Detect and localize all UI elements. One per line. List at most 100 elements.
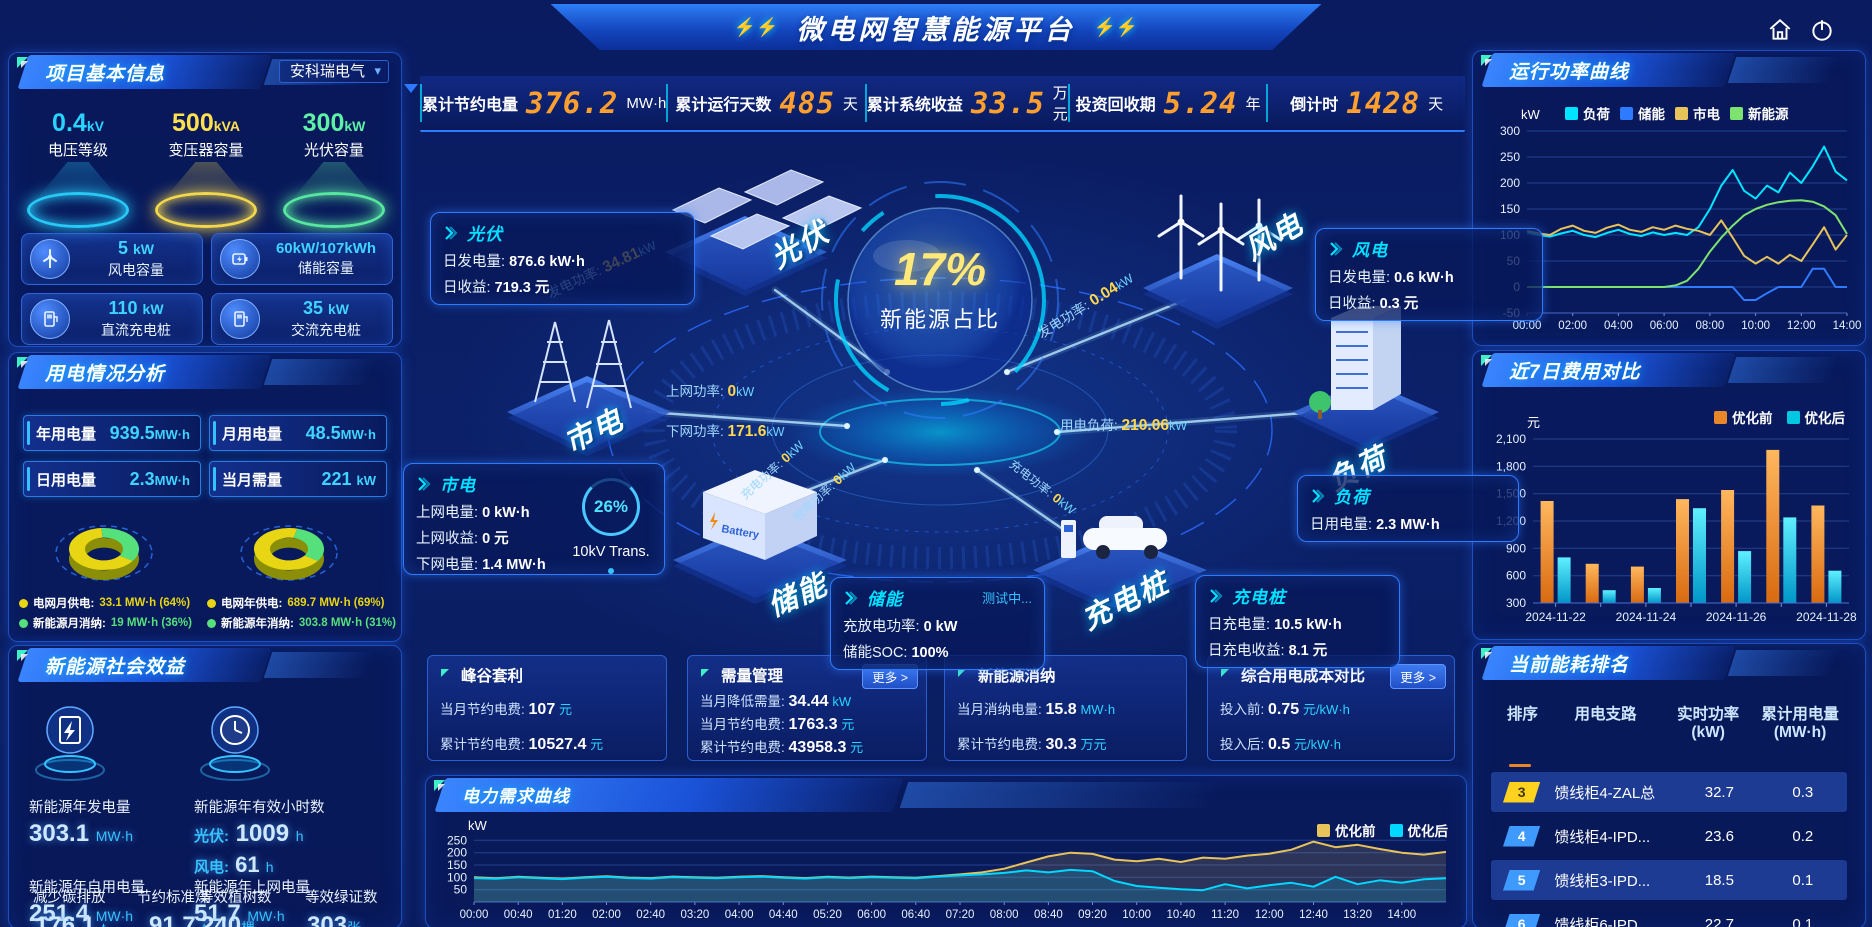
- self-use-value: 251.4 MW·h: [29, 900, 134, 927]
- more-button[interactable]: 更多 >: [1390, 664, 1446, 689]
- svg-text:07:20: 07:20: [946, 909, 975, 921]
- svg-text:02:00: 02:00: [592, 909, 621, 921]
- panel-corner-icon: [434, 780, 445, 791]
- demand-chart-legend: 优化前 优化后: [1317, 820, 1448, 840]
- pv-hours: 光伏: 1009 h: [194, 820, 304, 847]
- panel-cost-compare: 近7日费用对比 3006009001,2001,5001,8002,100202…: [1472, 350, 1866, 640]
- legend-year-grid: 电网年供电: 689.7 MW·h (69%): [207, 595, 384, 611]
- ranking-row[interactable]: 4 馈线柜4-IPD... 23.6 0.2: [1491, 816, 1847, 856]
- callout-wind: 风电 日发电量: 0.6 kW·h 日收益: 0.3 元: [1315, 228, 1543, 321]
- trees-label: 等效植树数: [199, 890, 272, 906]
- app-title-banner: ⚡⚡ 微电网智慧能源平台 ⚡⚡: [550, 4, 1322, 50]
- panel-corner-icon: [1481, 355, 1492, 366]
- flow-to-grid: 上网功率: 0kW: [666, 383, 755, 400]
- power-icon: [1812, 20, 1832, 41]
- card-dc-charger: 110 kW 直流充电桩: [21, 293, 203, 345]
- energy-flow-diagram: Battery: [507, 169, 1439, 614]
- panel-corner-icon: [441, 669, 449, 677]
- testing-tag: 测试中...: [982, 591, 1032, 606]
- legend-month-grid: 电网月供电: 33.1 MW·h (64%): [19, 595, 190, 611]
- power-curve-chart: -5005010015020025030000:0002:0004:0006:0…: [1500, 107, 1861, 332]
- card-peak-valley: 峰谷套利 当月节约电费: 107 元 累计节约电费: 10527.4 元: [427, 655, 667, 761]
- ranking-row[interactable]: 6 馈线柜6-IPD 22.7 0.1: [1491, 904, 1847, 927]
- load-node-icon: [1293, 306, 1439, 452]
- svg-text:10:00: 10:00: [1741, 320, 1770, 332]
- battery-icon: [220, 239, 260, 279]
- panel-corner-icon: [1481, 648, 1492, 659]
- coal-label: 节约标准煤: [137, 890, 210, 906]
- panel-power-analysis: 用电情况分析 年用电量 939.5MW·h 月用电量 48.5MW·h 日用电量 2.…: [8, 352, 402, 642]
- self-use-label: 新能源年自用电量: [29, 880, 145, 896]
- svg-text:13:20: 13:20: [1343, 909, 1372, 921]
- power-button[interactable]: [1806, 14, 1838, 46]
- panel-corner-icon: [1481, 55, 1492, 66]
- donut-month-chart: [55, 525, 153, 581]
- cost-chart-legend: 优化前 优化后: [1714, 407, 1845, 427]
- stat-saved-energy: 累计节约电量 376.2 MW·h: [420, 84, 666, 122]
- panel-title: 当前能耗排名: [1509, 655, 1630, 676]
- rank-badge: 4: [1503, 825, 1541, 847]
- legend-month-renewable: 新能源月消纳: 19 MW·h (36%): [19, 615, 192, 631]
- charger-icon: [220, 299, 260, 339]
- svg-text:01:20: 01:20: [548, 909, 577, 921]
- svg-text:2,100: 2,100: [1496, 432, 1526, 446]
- svg-text:14:00: 14:00: [1387, 909, 1416, 921]
- svg-text:900: 900: [1506, 541, 1526, 555]
- chevron-right-icon: [1330, 241, 1343, 256]
- cost-compare-chart: 3006009001,2001,5001,8002,1002024-11-222…: [1496, 415, 1857, 624]
- ranking-row[interactable]: 3 馈线柜4-ZAL总 32.7 0.3: [1491, 772, 1847, 812]
- stat-payback: 投资回收期 5.24 年: [1067, 84, 1267, 122]
- svg-text:150: 150: [447, 858, 467, 872]
- svg-text:250: 250: [1500, 150, 1520, 164]
- kpi-stats-bar: 累计节约电量 376.2 MW·h 累计运行天数 485 天 累计系统收益 33.5 万元 …: [420, 76, 1465, 132]
- svg-text:250: 250: [447, 833, 467, 847]
- card-wind-capacity: 5 kW 风电容量: [21, 233, 203, 285]
- panel-corner-icon: [17, 57, 28, 68]
- panel-project-info: 项目基本信息 安科瑞电气 0.4kV 电压等级 500kVA 变压器容量 300…: [8, 52, 402, 347]
- svg-text:00:00: 00:00: [460, 909, 489, 921]
- legend-year-renewable: 新能源年消纳: 303.8 MW·h (31%): [207, 615, 396, 631]
- stat-income: 累计系统收益 33.5 万元: [864, 84, 1068, 123]
- ranking-row[interactable]: 5 馈线柜3-IPD... 18.5 0.1: [1491, 860, 1847, 900]
- pv-node-icon: [665, 169, 863, 296]
- spotlight-pv-capacity: 300kW 光伏容量: [273, 111, 395, 228]
- panel-corner-icon: [958, 669, 966, 677]
- charger-node-icon: [1033, 516, 1207, 614]
- page-title: 微电网智慧能源平台: [796, 14, 1076, 45]
- svg-text:03:20: 03:20: [681, 909, 710, 921]
- hours-pedestal-icon: [200, 706, 270, 781]
- callout-grid: 市电 上网电量: 0 kW·h 上网收益: 0 元 下网电量: 1.4 MW·h…: [403, 463, 665, 575]
- coal-value: 91.7 t: [149, 912, 206, 927]
- svg-text:08:00: 08:00: [1696, 320, 1725, 332]
- co2-label: 减少碳排放: [33, 890, 106, 906]
- to-grid-label: 新能源年上网电量: [194, 880, 310, 896]
- glow-ring: [27, 192, 129, 228]
- storage-node-icon: Battery: [673, 470, 847, 604]
- svg-text:08:40: 08:40: [1034, 909, 1063, 921]
- certs-value: 303张: [307, 912, 361, 927]
- panel-title: 近7日费用对比: [1509, 362, 1641, 383]
- callout-storage: 储能 测试中... 充放电功率: 0 kW 储能SOC: 100%: [830, 577, 1045, 670]
- power-chart-legend: 负荷 储能 市电 新能源: [1565, 103, 1789, 123]
- svg-text:10:00: 10:00: [1122, 909, 1151, 921]
- callout-load: 负荷 日用电量: 2.3 MW·h: [1297, 475, 1519, 542]
- wind-turbine-icon: [30, 239, 70, 279]
- spotlight-voltage: 0.4kV 电压等级: [17, 111, 139, 228]
- stat-month-demand: 当月需量 221 kW: [209, 461, 387, 497]
- company-select-wrap: 安科瑞电气: [279, 60, 389, 83]
- panel-corner-icon: [1221, 669, 1229, 677]
- chevron-right-icon: [1210, 588, 1223, 603]
- charger-icon: [30, 299, 70, 339]
- panel-title: 用电情况分析: [45, 364, 166, 385]
- hours-label: 新能源年有效小时数: [194, 800, 325, 816]
- transformer-indicator: 26% 10kV Trans.: [568, 478, 654, 574]
- company-select[interactable]: 安科瑞电气: [279, 60, 389, 83]
- flow-load: 用电负荷: 210.06kW: [1060, 417, 1188, 434]
- lightning-icon: ⚡⚡: [1093, 16, 1139, 37]
- svg-text:600: 600: [1506, 569, 1526, 583]
- panel-corner-icon: [17, 357, 28, 368]
- home-button[interactable]: [1764, 14, 1796, 46]
- panel-title: 项目基本信息: [45, 64, 166, 85]
- callout-pv: 光伏 日发电量: 876.6 kW·h 日收益: 719.3 元: [430, 212, 695, 305]
